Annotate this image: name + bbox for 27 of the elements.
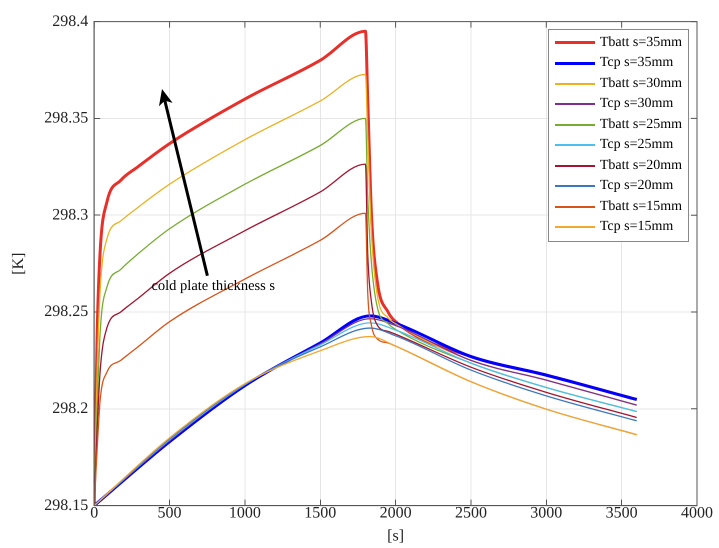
legend-label: Tbatt s=15mm: [600, 198, 682, 216]
legend-label: Tcp s=20mm: [600, 177, 674, 196]
y-axis-title: [K]: [10, 252, 27, 275]
legend-label: Tbatt s=30mm: [600, 74, 682, 93]
legend-label: Tcp s=15mm: [600, 218, 674, 236]
x-tick-label: 4000: [681, 504, 713, 522]
y-tick-label: 298.4: [52, 12, 88, 30]
x-tick-label: 2500: [454, 504, 487, 522]
y-tick-label: 298.3: [52, 206, 88, 224]
x-tick-label: 3500: [606, 504, 638, 522]
legend-label: Tbatt s=20mm: [600, 156, 682, 175]
legend-label: Tcp s=30mm: [600, 95, 674, 114]
x-tick-label: 1000: [228, 504, 261, 522]
y-tick-label: 298.15: [44, 496, 88, 514]
y-tick-label: 298.2: [52, 400, 88, 418]
legend-label: Tcp s=25mm: [600, 136, 674, 154]
x-tick-label: 2000: [380, 504, 412, 522]
y-tick-label: 298.35: [44, 110, 88, 127]
y-tick-label: 298.25: [44, 303, 88, 320]
x-tick-label: 0: [90, 504, 98, 522]
x-tick-label: 3000: [530, 504, 562, 522]
legend-label: Tbatt s=35mm: [600, 34, 682, 52]
legend-label: Tbatt s=25mm: [600, 116, 682, 134]
x-tick-label: 1500: [304, 504, 336, 522]
x-tick-label: 500: [158, 504, 182, 522]
legend-label: Tcp s=35mm: [600, 54, 674, 72]
x-axis-title: [s]: [387, 528, 404, 545]
